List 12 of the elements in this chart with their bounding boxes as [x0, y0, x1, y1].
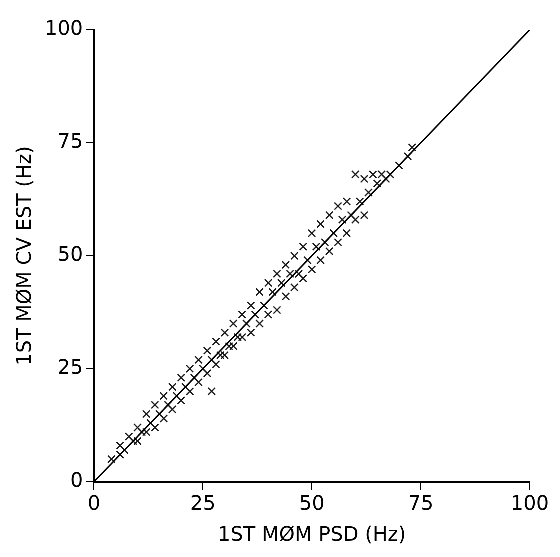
y-tick-label: 50 — [58, 242, 84, 266]
x-axis-title: 1ST MØM PSD (Hz) — [218, 522, 406, 546]
y-tick-label: 0 — [70, 468, 84, 492]
y-axis-title: 1ST MØM CV EST (Hz) — [12, 146, 36, 366]
x-tick-label: 0 — [88, 491, 101, 516]
y-tick-label: 100 — [44, 16, 84, 40]
y-tick-label: 75 — [58, 129, 84, 154]
x-tick-label: 50 — [299, 491, 325, 516]
x-tick-label: 25 — [190, 491, 216, 516]
x-tick-label: 75 — [408, 491, 434, 516]
x-tick-label: 100 — [510, 491, 550, 516]
y-tick-label: 25 — [58, 355, 84, 380]
